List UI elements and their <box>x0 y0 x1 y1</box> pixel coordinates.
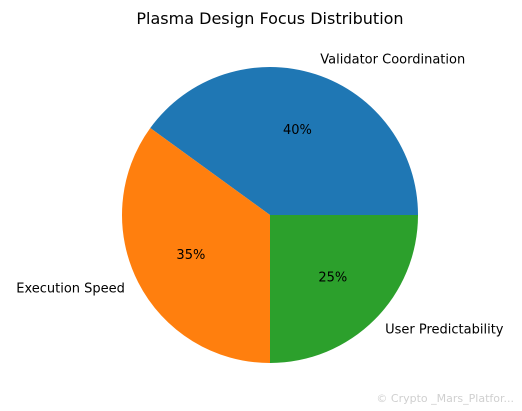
pie-slice-validator-coordination <box>150 67 418 215</box>
slice-labels: Validator Coordination Execution Speed Use… <box>16 53 504 338</box>
percent-labels: 40% 35% 25% <box>176 123 347 285</box>
percent-label-execution-speed: 35% <box>176 248 205 263</box>
percent-label-validator-coordination: 40% <box>283 123 312 138</box>
pie-slice-user-predictability <box>270 215 418 363</box>
slice-label-execution-speed: Execution Speed <box>16 281 125 296</box>
chart-title: Plasma Design Focus Distribution <box>136 9 403 28</box>
slice-label-user-predictability: User Predictability <box>385 323 504 338</box>
pie-slices <box>122 67 418 363</box>
slice-label-validator-coordination: Validator Coordination <box>320 53 465 68</box>
pie-slice-execution-speed <box>122 128 271 363</box>
watermark-text: © Crypto _Mars_Platfor... <box>376 392 514 405</box>
percent-label-user-predictability: 25% <box>318 270 347 285</box>
watermark: © Crypto _Mars_Platfor... <box>376 392 514 405</box>
